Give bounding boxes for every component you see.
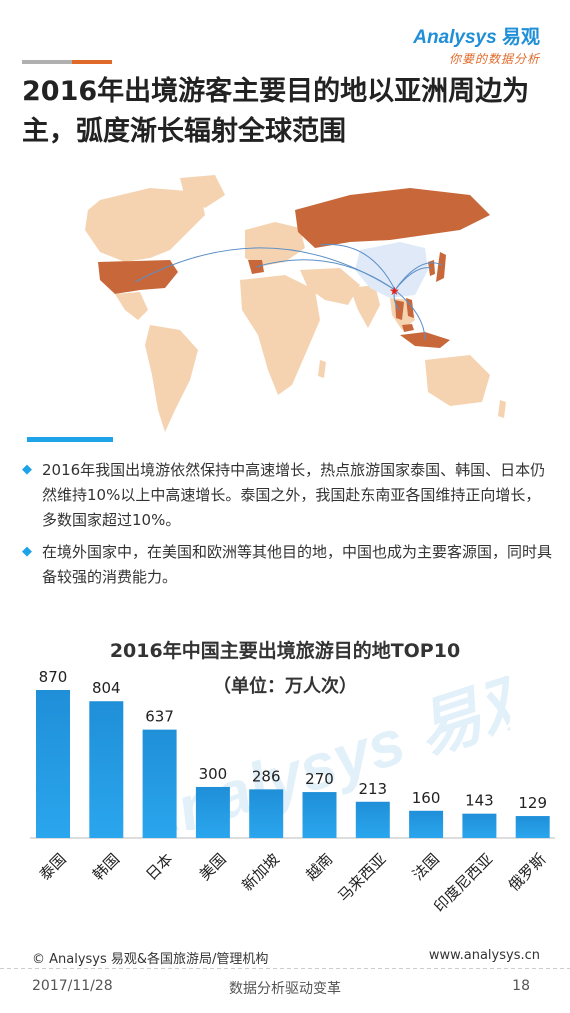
map-madagascar [318,360,326,378]
category-tick-label: 日本 [142,850,176,884]
chart-subtitle: （单位：万人次） [213,676,357,697]
category-tick-label: 泰国 [36,850,70,884]
map-middle-east [300,268,360,305]
arc-to-france [255,259,396,291]
logo-text: nalysys [426,27,497,48]
bar-value-label: 270 [305,770,334,788]
bar-value-label: 286 [252,767,281,785]
map-new-zealand [498,400,506,418]
china-star-icon: ★ [389,284,400,298]
bar-4 [249,789,284,838]
map-thailand [395,300,404,320]
bar-6 [355,801,390,838]
footer-slogan: 数据分析驱动变革 [229,981,341,997]
category-tick-label: 印度尼西亚 [430,850,496,916]
bar-chart: 870 泰国 804 韩国 637 日本 300 美国 286 新加坡 270 越南 213 马来西亚 16… [30,668,555,916]
map-mexico [115,292,148,320]
map-australia [425,355,490,406]
world-map: ★ [85,175,506,432]
diamond-bullet-icon: ◆ [22,544,32,559]
bar-1 [89,701,124,838]
bullet-item: ◆ 在境外国家中，在美国和欧洲等其他目的地，中国也成为主要客源国，同时具备较强的… [22,540,552,590]
bullet-list: ◆ 2016年我国出境游依然保持中高速增长，热点旅游国家泰国、韩国、日本仍然维持… [22,458,552,597]
bullet-text: 2016年我国出境游依然保持中高速增长，热点旅游国家泰国、韩国、日本仍然维持10… [42,461,546,529]
analysys-logo: Analysys 易观 你要的数据分析 [413,22,540,67]
map-accent-bar [27,437,113,442]
category-tick-label: 美国 [196,850,230,884]
page-number: 18 [512,978,530,994]
bullet-item: ◆ 2016年我国出境游依然保持中高速增长，热点旅游国家泰国、韩国、日本仍然维持… [22,458,552,533]
bar-value-label: 143 [465,792,494,810]
source-note: © Analysys 易观&各国旅游局/管理机构 [32,952,269,967]
map-africa [240,275,320,395]
category-tick-label: 韩国 [89,850,123,884]
bar-9 [515,816,550,838]
map-korea [428,260,435,276]
map-south-america [145,325,198,432]
website-link[interactable]: www.analysys.cn [428,948,540,963]
map-usa [98,260,178,294]
logo-a-mark: A [413,27,427,48]
category-tick-label: 俄罗斯 [505,850,550,895]
map-russia [295,188,490,248]
map-malaysia [402,324,414,332]
logo-slogan: 你要的数据分析 [448,52,540,66]
bar-value-label: 160 [412,789,441,807]
bar-2 [142,729,177,838]
bar-0 [36,690,70,838]
page-title: 2016年出境游客主要目的地以亚洲周边为主，弧度渐长辐射全球范围 [22,76,530,147]
map-china [355,242,428,298]
arc-to-russia [319,244,396,291]
bar-5 [302,792,337,838]
category-tick-label: 马来西亚 [334,850,389,905]
bar-value-label: 300 [199,765,228,783]
category-tick-label: 新加坡 [238,850,283,895]
bar-value-label: 870 [39,668,68,686]
map-europe [245,222,305,266]
logo-cn: 易观 [501,26,540,48]
bar-value-label: 804 [92,679,121,697]
map-north-america [85,188,205,262]
category-tick-label: 越南 [302,850,336,884]
report-date: 2017/11/28 [32,978,113,994]
footer-divider [0,968,570,969]
diamond-bullet-icon: ◆ [22,462,32,477]
bar-3 [195,786,230,838]
category-tick-label: 法国 [409,850,443,884]
title-accent-bar [22,60,112,64]
bar-value-label: 637 [145,708,174,726]
bar-8 [462,813,497,838]
bar-value-label: 213 [358,780,387,798]
map-india [350,285,380,328]
arc-to-korea [394,267,432,291]
arc-to-indonesia [394,289,426,341]
chart-title: 2016年中国主要出境旅游目的地TOP10 [109,640,461,662]
bullet-text: 在境外国家中，在美国和欧洲等其他目的地，中国也成为主要客源国，同时具备较强的消费… [42,543,553,586]
bar-value-label: 129 [518,794,547,812]
map-greenland [180,175,225,208]
map-japan [436,252,446,282]
arc-to-thailand [393,289,400,311]
bar-7 [409,810,444,838]
